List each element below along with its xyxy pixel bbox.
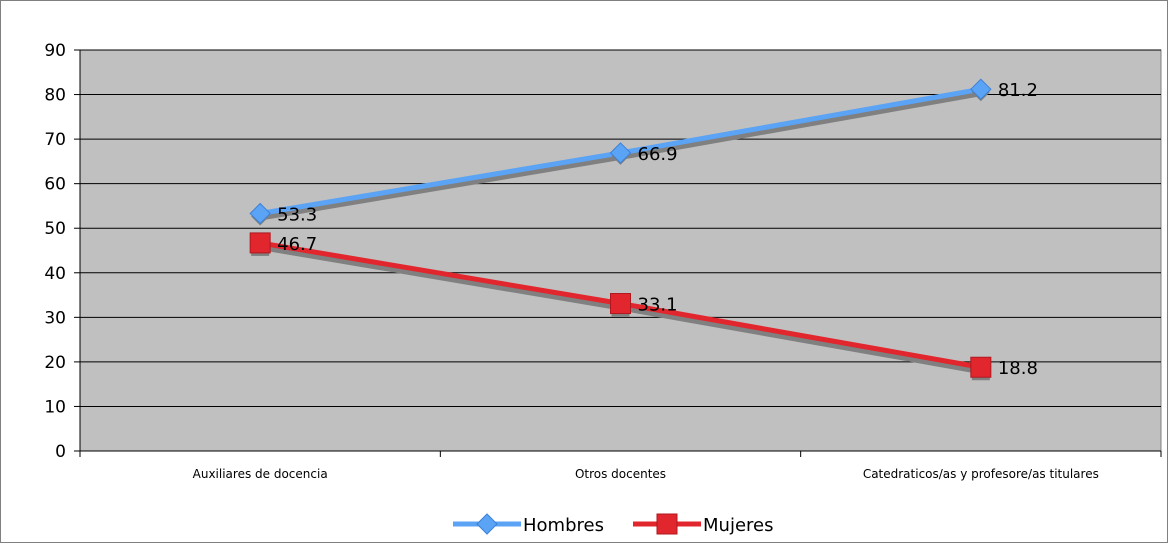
legend-marker-hombres	[476, 513, 498, 535]
data-point-mujeres	[970, 356, 992, 378]
data-label-mujeres: 18.8	[998, 358, 1038, 379]
data-label-mujeres: 46.7	[277, 234, 317, 255]
y-tick-label: 10	[44, 397, 66, 417]
data-label-hombres: 81.2	[998, 80, 1038, 101]
x-tick-label: Catedraticos/as y profesore/as titulares	[863, 467, 1099, 481]
data-point-hombres	[249, 202, 271, 225]
plot-area	[79, 49, 1162, 452]
x-axis: Auxiliares de docencia Otros docentes Cate…	[79, 450, 1162, 481]
data-point-mujeres	[249, 232, 271, 254]
data-label-mujeres: 33.1	[638, 295, 678, 316]
y-tick-label: 80	[44, 86, 66, 106]
legend-item-hombres: Hombres	[453, 513, 604, 536]
data-label-hombres: 66.9	[638, 144, 678, 165]
legend-label-mujeres: Mujeres	[703, 515, 773, 536]
data-point-mujeres	[610, 293, 631, 315]
y-tick-label: 0	[55, 442, 66, 462]
y-tick-label: 40	[44, 264, 66, 284]
legend-label-hombres: Hombres	[523, 515, 604, 536]
x-tick-label: Otros docentes	[575, 467, 666, 481]
y-tick-label: 90	[44, 41, 66, 61]
data-label-hombres: 53.3	[277, 205, 317, 226]
y-axis: 0 10 20 30 40 50 60 70 80 90	[44, 41, 81, 462]
series-group	[249, 78, 992, 381]
x-tick-label: Auxiliares de docencia	[193, 467, 328, 481]
y-tick-label: 70	[44, 130, 66, 150]
data-point-hombres	[970, 78, 992, 100]
y-tick-label: 50	[44, 219, 66, 239]
legend: Hombres Mujeres	[453, 513, 773, 536]
y-tick-label: 20	[44, 353, 66, 373]
y-tick-label: 60	[44, 175, 66, 195]
y-tick-label: 30	[44, 308, 66, 328]
data-point-hombres	[609, 142, 632, 164]
data-labels: 53.3 66.9 81.2 46.7 33.1 18.8	[277, 80, 1038, 379]
legend-item-mujeres: Mujeres	[633, 513, 773, 536]
gridlines	[80, 49, 1161, 407]
legend-marker-mujeres	[656, 513, 678, 535]
